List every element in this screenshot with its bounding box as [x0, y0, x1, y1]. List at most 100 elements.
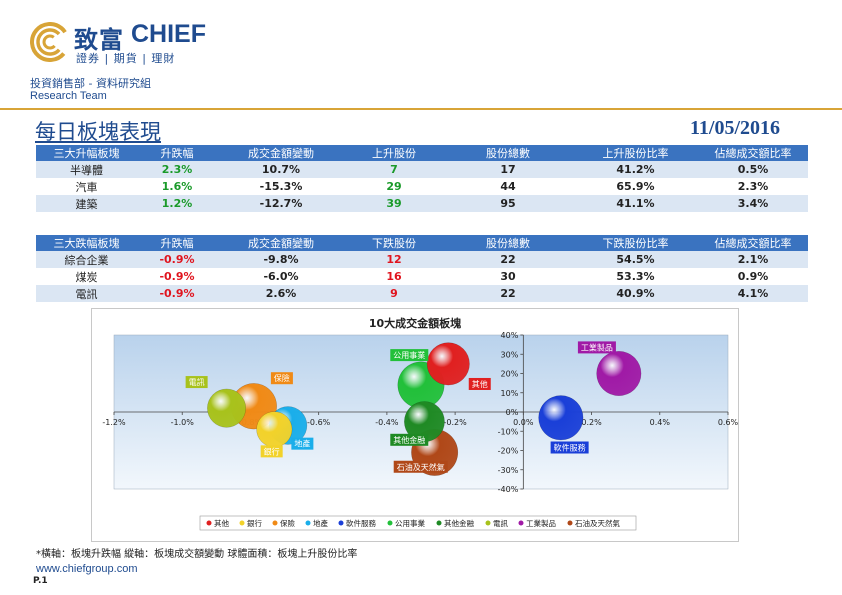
bubble-label-bg: [577, 341, 616, 354]
bubble-label-bg: [390, 433, 429, 446]
bubble-label: 電訊: [189, 377, 205, 387]
col-header: 股份總數: [443, 145, 573, 161]
change-cell: 1.6%: [137, 178, 217, 195]
website-link[interactable]: www.chiefgroup.com: [36, 563, 138, 575]
legend-marker: [485, 520, 491, 526]
legend-box: [199, 515, 637, 531]
turnover-change-cell: -15.3%: [217, 178, 345, 195]
bubble-chart-frame: 10大成交金額板塊 -1.2%-1.0%-0.8%-0.6%-0.4%-0.2%…: [91, 308, 739, 542]
x-tick-label: 0.0%: [513, 418, 534, 427]
bubble-3: [538, 395, 584, 441]
legend-label: 保險: [280, 518, 295, 528]
share-cell: 0.9%: [698, 268, 808, 285]
col-header: 升跌幅: [137, 235, 217, 251]
turnover-change-cell: -12.7%: [217, 195, 345, 212]
col-header: 成交金額變動: [217, 235, 345, 251]
table-header-row: 三大跌幅板塊 升跌幅 成交金額變動 下跌股份 股份總數 下跌股份比率 佔總成交額…: [36, 235, 808, 251]
x-tick-label: -0.6%: [307, 418, 331, 427]
turnover-change-cell: 2.6%: [217, 285, 345, 302]
bubble-label: 公用事業: [393, 350, 425, 360]
y-tick-label: -10%: [498, 427, 519, 436]
legend-label: 其他: [214, 518, 229, 528]
bubble-label-bg: [291, 437, 314, 450]
legend-marker: [518, 520, 524, 526]
team-name: Research Team: [30, 90, 107, 102]
sector-name: 綜合企業: [36, 251, 137, 268]
decliners-cell: 12: [345, 251, 443, 268]
bubble-chart: 10大成交金額板塊 -1.2%-1.0%-0.8%-0.6%-0.4%-0.2%…: [102, 316, 739, 531]
share-cell: 2.3%: [698, 178, 808, 195]
report-date: 11/05/2016: [690, 117, 781, 139]
ratio-cell: 54.5%: [573, 251, 698, 268]
bubble-label-bg: [260, 445, 283, 458]
bubble-5: [426, 342, 470, 386]
bubble-9: [256, 411, 293, 448]
bubble-4: [596, 351, 642, 396]
bubble-label: 其他: [472, 379, 488, 389]
total-stocks-cell: 22: [443, 251, 573, 268]
x-tick-label: -0.4%: [375, 418, 399, 427]
bubble-label: 保險: [274, 373, 290, 383]
bubble-label-bg: [270, 372, 293, 385]
bubble-label-bg: [185, 376, 208, 389]
table-row: 建築 1.2% -12.7% 39 95 41.1% 3.4%: [36, 195, 808, 212]
decliners-cell: 16: [345, 268, 443, 285]
y-tick-label: -40%: [498, 485, 519, 494]
bubble-label: 地產: [294, 439, 310, 449]
brand-tagline: 證券 | 期貨 | 理財: [76, 52, 176, 65]
share-cell: 4.1%: [698, 285, 808, 302]
col-header: 下跌股份: [345, 235, 443, 251]
bubble-label: 銀行: [264, 446, 280, 456]
col-header: 上升股份: [345, 145, 443, 161]
change-cell: -0.9%: [137, 285, 217, 302]
legend-marker: [272, 520, 278, 526]
legend-label: 石油及天然氣: [575, 518, 620, 528]
ratio-cell: 41.1%: [573, 195, 698, 212]
legend-label: 銀行: [247, 518, 262, 528]
col-header: 三大跌幅板塊: [36, 235, 137, 251]
legend-marker: [305, 520, 311, 526]
sector-name: 半導體: [36, 161, 137, 178]
top-losers-table: 三大跌幅板塊 升跌幅 成交金額變動 下跌股份 股份總數 下跌股份比率 佔總成交額…: [36, 235, 808, 302]
y-tick-label: -20%: [498, 447, 519, 456]
sector-name: 建築: [36, 195, 137, 212]
col-header: 股份總數: [443, 235, 573, 251]
legend-marker: [436, 520, 442, 526]
ratio-cell: 65.9%: [573, 178, 698, 195]
legend-marker: [338, 520, 344, 526]
bubble-label-bg: [468, 377, 491, 390]
turnover-change-cell: -9.8%: [217, 251, 345, 268]
legend-label: 軟件服務: [346, 518, 376, 528]
legend-label: 地產: [313, 518, 328, 528]
turnover-change-cell: 10.7%: [217, 161, 345, 178]
x-tick-label: 0.2%: [581, 418, 602, 427]
legend-label: 電訊: [493, 518, 508, 528]
total-stocks-cell: 44: [443, 178, 573, 195]
advancers-cell: 29: [345, 178, 443, 195]
bubble-label: 石油及天然氣: [397, 462, 445, 472]
sector-name: 汽車: [36, 178, 137, 195]
x-tick-label: -0.2%: [444, 418, 468, 427]
total-stocks-cell: 17: [443, 161, 573, 178]
share-cell: 2.1%: [698, 251, 808, 268]
x-tick-label: 0.4%: [650, 418, 671, 427]
total-stocks-cell: 30: [443, 268, 573, 285]
chief-logo-icon: [30, 22, 70, 62]
decliners-cell: 9: [345, 285, 443, 302]
legend-marker: [206, 520, 212, 526]
ratio-cell: 40.9%: [573, 285, 698, 302]
col-header: 成交金額變動: [217, 145, 345, 161]
advancers-cell: 39: [345, 195, 443, 212]
sector-name: 電訊: [36, 285, 137, 302]
bubble-label-bg: [390, 349, 429, 362]
department: 投資銷售部 - 資料研究組: [30, 77, 151, 90]
header-divider: [0, 108, 842, 110]
change-cell: -0.9%: [137, 251, 217, 268]
col-header: 佔總成交額比率: [698, 235, 808, 251]
legend-label: 工業製品: [526, 518, 556, 528]
table-header-row: 三大升幅板塊 升跌幅 成交金額變動 上升股份 股份總數 上升股份比率 佔總成交額…: [36, 145, 808, 161]
page-number: P.1: [33, 576, 48, 586]
col-header: 佔總成交額比率: [698, 145, 808, 161]
bubble-7: [207, 388, 247, 428]
x-tick-label: 0.6%: [718, 418, 738, 427]
